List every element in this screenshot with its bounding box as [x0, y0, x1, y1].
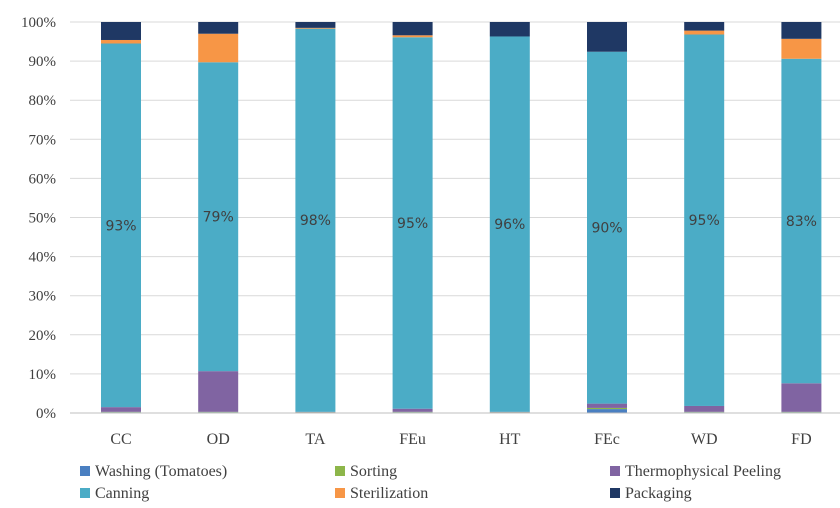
legend-label: Thermophysical Peeling [625, 463, 781, 480]
bar-segment-canning [295, 28, 336, 412]
bars [101, 22, 822, 413]
legend-label: Sorting [350, 463, 397, 480]
bar-segment-thermophysical-peeling [684, 405, 725, 412]
bar-segment-packaging [684, 22, 725, 31]
x-category-label: FEc [594, 431, 620, 448]
legend-item: Washing (Tomatoes) [80, 463, 227, 480]
legend-swatch [80, 466, 90, 476]
bar-segment-sorting [587, 407, 627, 410]
bar-segment-packaging [392, 22, 433, 36]
bar-segment-sterilization [684, 30, 725, 35]
bar-segment-thermophysical-peeling [392, 408, 433, 412]
legend-label: Sterilization [350, 485, 428, 502]
legend-label: Washing (Tomatoes) [95, 463, 227, 480]
legend-item: Thermophysical Peeling [610, 463, 781, 480]
legend-label: Packaging [625, 485, 692, 502]
legend: Washing (Tomatoes) Sorting Thermophysical … [80, 463, 781, 502]
bar-segment-sterilization [781, 38, 822, 59]
bar-segment-canning [684, 34, 725, 406]
data-labels: 93% 79% 98% 95% 96% 90% 95% 83% [105, 210, 817, 237]
legend-label: Canning [95, 485, 149, 502]
bar-segment-canning [781, 58, 822, 384]
legend-swatch [335, 488, 345, 498]
y-tick-label: 50% [29, 211, 57, 227]
x-category-label: WD [691, 431, 718, 448]
bar-segment-packaging [295, 22, 336, 28]
bar-segment-canning [392, 37, 433, 409]
data-label: 98% [300, 213, 331, 229]
bar-segment-thermophysical-peeling [781, 383, 822, 412]
bar-segment-packaging [198, 22, 239, 34]
legend-item: Sorting [335, 463, 397, 480]
legend-item: Packaging [610, 485, 692, 502]
data-label: 96% [494, 217, 525, 233]
y-tick-label: 100% [21, 15, 56, 31]
x-category-label: FEu [399, 431, 426, 448]
bar-segment-canning [198, 62, 239, 372]
x-axis-categories: CC OD TA FEu HT FEc WD FD [110, 431, 811, 448]
legend-swatch [80, 488, 90, 498]
bar-segment-packaging [587, 22, 627, 52]
bar-segment-sterilization [101, 39, 141, 44]
x-category-label: TA [305, 431, 325, 448]
y-tick-label: 10% [29, 367, 57, 383]
bar-segment-canning [587, 51, 627, 404]
data-label: 93% [105, 218, 136, 234]
x-category-label: OD [207, 431, 230, 448]
y-tick-label: 80% [29, 93, 57, 109]
x-category-label: FD [791, 431, 811, 448]
data-label: 95% [689, 213, 720, 229]
bar-segment-packaging [489, 22, 530, 37]
bar-segment-canning [489, 36, 530, 412]
data-label: 79% [203, 210, 234, 226]
bar-segment-packaging [101, 22, 141, 40]
data-label: 95% [397, 216, 428, 232]
x-category-label: HT [499, 431, 521, 448]
bar-segment-sterilization [198, 33, 239, 63]
y-axis-ticks: 0% 10% 20% 30% 40% 50% 60% 70% 80% 90% 100% [21, 15, 56, 422]
legend-swatch [610, 488, 620, 498]
y-tick-label: 20% [29, 328, 57, 344]
legend-swatch [610, 466, 620, 476]
y-tick-label: 0% [36, 406, 56, 422]
data-label: 83% [786, 214, 817, 230]
y-tick-label: 30% [29, 289, 57, 305]
gridlines [70, 21, 840, 375]
bar-segment-thermophysical-peeling [587, 403, 627, 408]
x-category-label: CC [110, 431, 131, 448]
y-tick-label: 60% [29, 171, 57, 187]
bar-segment-packaging [781, 22, 822, 39]
data-label: 90% [591, 221, 622, 237]
bar-segment-washing-tomatoes [587, 409, 627, 413]
bar-segment-sterilization [295, 27, 336, 29]
legend-item: Canning [80, 485, 149, 502]
legend-item: Sterilization [335, 485, 428, 502]
y-tick-label: 90% [29, 54, 57, 70]
bar-segment-thermophysical-peeling [101, 407, 141, 412]
y-tick-label: 70% [29, 132, 57, 148]
bar-segment-thermophysical-peeling [198, 371, 239, 412]
bar-segment-sterilization [392, 35, 433, 38]
legend-swatch [335, 466, 345, 476]
bar-segment-canning [101, 43, 141, 408]
y-tick-label: 40% [29, 250, 57, 266]
